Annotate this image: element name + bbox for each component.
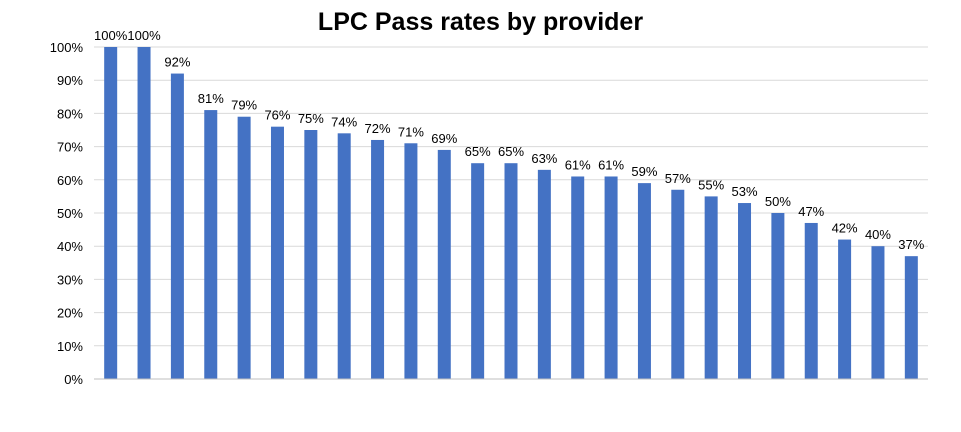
y-tick-label: 60%	[57, 173, 83, 188]
bar	[771, 213, 785, 379]
bar	[204, 110, 218, 379]
bar	[871, 246, 885, 379]
bar	[904, 256, 918, 379]
data-label: 65%	[498, 144, 524, 159]
bar	[738, 203, 752, 379]
data-label: 50%	[765, 194, 791, 209]
data-label: 65%	[465, 144, 491, 159]
data-label: 75%	[298, 111, 324, 126]
y-tick-label: 10%	[57, 339, 83, 354]
data-label: 71%	[398, 124, 424, 139]
data-label: 81%	[198, 91, 224, 106]
bars	[104, 47, 918, 380]
bar	[404, 143, 418, 379]
data-label: 61%	[565, 157, 591, 172]
chart-title: LPC Pass rates by provider	[317, 8, 644, 36]
bar	[104, 47, 118, 379]
bar	[537, 169, 551, 379]
data-label: 63%	[531, 151, 557, 166]
data-label: 42%	[832, 221, 858, 236]
bar	[704, 196, 718, 379]
bar	[804, 222, 818, 379]
bar	[437, 149, 451, 379]
bar	[671, 189, 685, 379]
y-tick-label: 40%	[57, 239, 83, 254]
y-tick-label: 90%	[57, 73, 83, 88]
data-label: 57%	[665, 171, 691, 186]
data-label: 55%	[698, 177, 724, 192]
y-tick-label: 70%	[57, 140, 83, 155]
bar	[337, 133, 351, 379]
data-label: 92%	[164, 55, 190, 70]
data-label: 59%	[631, 164, 657, 179]
data-label: 53%	[732, 184, 758, 199]
y-axis-tick-labels: 0% 10% 20% 30% 40% 50% 60% 70% 80% 90% 100%	[50, 40, 84, 387]
bar	[270, 126, 284, 380]
data-label: 69%	[431, 131, 457, 146]
data-label: 76%	[264, 108, 290, 123]
bar	[137, 47, 151, 379]
y-tick-label: 50%	[57, 206, 83, 221]
data-label: 40%	[865, 227, 891, 242]
bar	[304, 130, 318, 379]
data-label: 72%	[365, 121, 391, 136]
y-tick-label: 0%	[64, 372, 83, 387]
data-label: 100%	[94, 28, 128, 43]
bar	[471, 163, 485, 379]
data-label: 37%	[898, 237, 924, 252]
data-label: 61%	[598, 157, 624, 172]
data-label: 74%	[331, 114, 357, 129]
bar	[838, 239, 852, 379]
bar	[571, 176, 585, 379]
y-tick-label: 20%	[57, 306, 83, 321]
bar	[504, 163, 518, 379]
bar	[170, 73, 184, 379]
y-tick-label: 30%	[57, 272, 83, 287]
data-label: 100%	[127, 28, 161, 43]
data-label: 79%	[231, 98, 257, 113]
data-label: 47%	[798, 204, 824, 219]
data-labels: 100% 100%92%81% 79%76% 75% 74% 72% 71% 69%65% 65…	[94, 28, 925, 252]
bar	[637, 183, 651, 379]
y-tick-label: 100%	[50, 40, 84, 55]
bar	[371, 139, 385, 379]
y-tick-label: 80%	[57, 106, 83, 121]
bar	[604, 176, 618, 379]
bar	[237, 116, 251, 379]
